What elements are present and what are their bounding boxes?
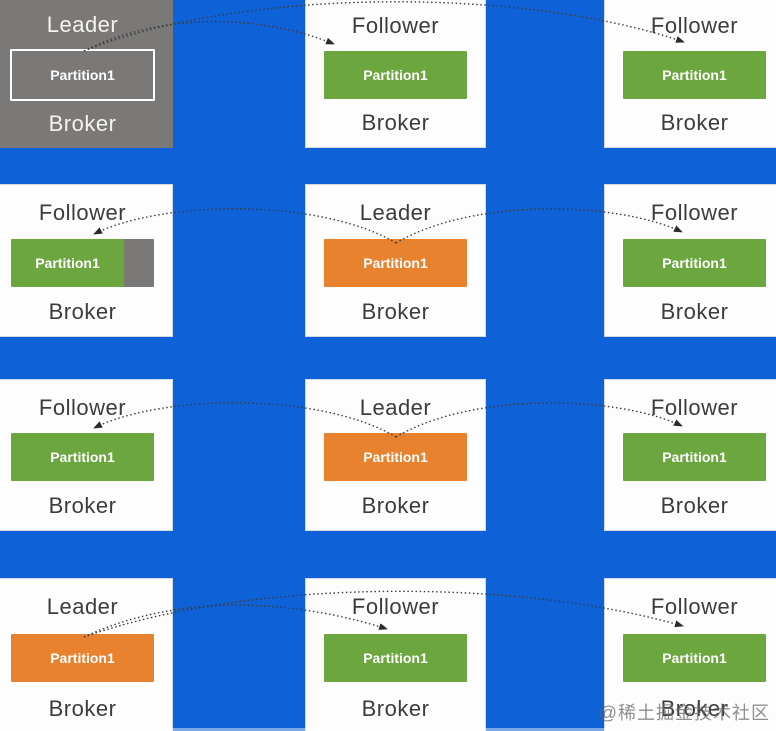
partition-label: Partition1 [662, 449, 727, 465]
broker-box-row4-col1: Leader Partition1 Broker [0, 578, 173, 731]
partition-label: Partition1 [662, 66, 727, 83]
partition-bar: Partition1 [623, 238, 766, 287]
role-label: Follower [650, 200, 739, 225]
partition-label: Partition1 [50, 449, 115, 465]
broker-box-row1-col1: Leader Partition1 Broker [0, 0, 173, 148]
bottom-edge-artifact [0, 728, 776, 731]
partition-bar: Partition1 [324, 50, 467, 99]
broker-box-row2-col1: Follower Partition1 Broker [0, 184, 173, 337]
broker-label: Broker [361, 110, 430, 135]
broker-label: Broker [48, 299, 117, 324]
partition-bar: Partition1 [623, 634, 766, 682]
broker-label: Broker [48, 493, 117, 518]
role-label: Follower [351, 594, 440, 619]
partition-bar: Partition1 [10, 48, 155, 101]
role-label: Leader [359, 395, 432, 420]
partition-label: Partition1 [363, 650, 428, 666]
role-label: Leader [359, 200, 432, 225]
broker-box-row2-col3: Follower Partition1 Broker [604, 184, 776, 337]
broker-label: Broker [361, 696, 430, 721]
broker-box-row1-col2: Follower Partition1 Broker [305, 0, 486, 148]
broker-label: Broker [48, 111, 117, 136]
role-label: Leader [46, 594, 119, 619]
partition-bar: Partition1 [623, 433, 766, 481]
broker-label: Broker [660, 299, 729, 324]
unreplicated-segment [124, 238, 154, 287]
role-label: Follower [650, 13, 739, 38]
broker-box-row4-col2: Follower Partition1 Broker [305, 578, 486, 731]
partition-label: Partition1 [363, 66, 428, 83]
partition-label: Partition1 [50, 650, 115, 666]
role-label: Follower [38, 200, 127, 225]
broker-label: Broker [361, 493, 430, 518]
partition-label: Partition1 [11, 238, 124, 287]
partition-label: Partition1 [662, 254, 727, 271]
partition-bar: Partition1 [623, 50, 766, 99]
role-label: Leader [46, 12, 119, 37]
partition-bar: Partition1 [324, 433, 467, 481]
partition-bar: Partition1 [11, 433, 154, 481]
partition-label: Partition1 [363, 254, 428, 271]
role-label: Follower [351, 13, 440, 38]
broker-box-row3-col3: Follower Partition1 Broker [604, 379, 776, 531]
watermark: @稀土掘金技术社区 [598, 703, 770, 723]
role-label: Follower [38, 395, 127, 420]
broker-box-row4-col3: Follower Partition1 Broker [604, 578, 776, 731]
broker-box-row1-col3: Follower Partition1 Broker [604, 0, 776, 148]
broker-label: Broker [361, 299, 430, 324]
partition-bar: Partition1 [324, 238, 467, 287]
broker-box-row3-col1: Follower Partition1 Broker [0, 379, 173, 531]
partition-label: Partition1 [363, 449, 428, 465]
partition-bar: Partition1 [11, 238, 154, 287]
broker-box-row2-col2: Leader Partition1 Broker [305, 184, 486, 337]
partition-bar: Partition1 [324, 634, 467, 682]
role-label: Follower [650, 594, 739, 619]
broker-box-row3-col2: Leader Partition1 Broker [305, 379, 486, 531]
broker-label: Broker [660, 696, 729, 721]
partition-bar: Partition1 [11, 634, 154, 682]
broker-label: Broker [660, 110, 729, 135]
partition-label: Partition1 [662, 650, 727, 666]
broker-label: Broker [660, 493, 729, 518]
role-label: Follower [650, 395, 739, 420]
broker-label: Broker [48, 696, 117, 721]
partition-label: Partition1 [50, 66, 115, 83]
